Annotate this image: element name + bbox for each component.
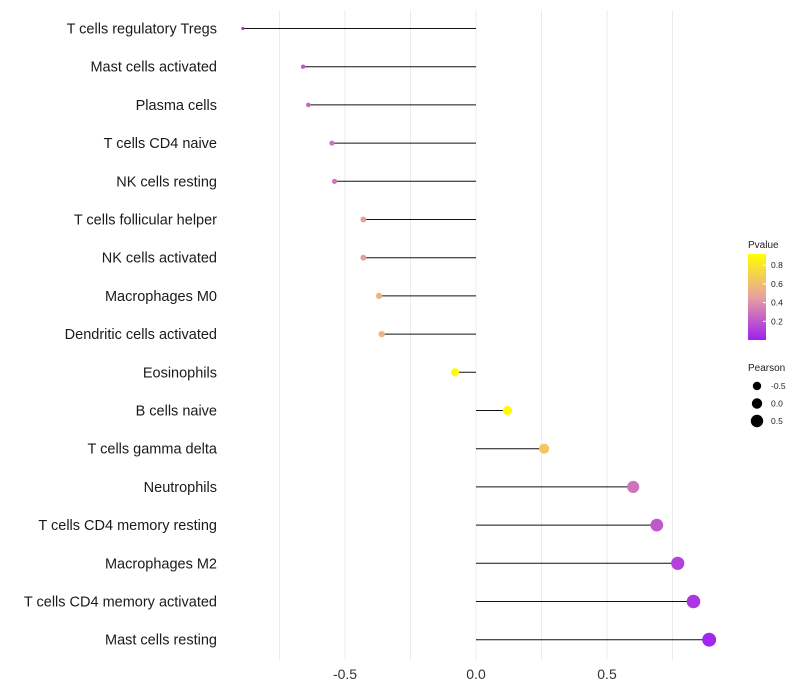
category-label: Eosinophils xyxy=(143,365,217,381)
x-tick-label: -0.5 xyxy=(333,666,357,682)
pvalue-legend-title: Pvalue xyxy=(748,240,779,251)
pvalue-legend: Pvalue 0.8 0.6 0.4 0.2 xyxy=(748,240,783,340)
category-label: Macrophages M0 xyxy=(105,289,217,305)
category-label: NK cells activated xyxy=(102,251,217,267)
lollipop-point xyxy=(329,140,335,146)
lollipop-point xyxy=(360,216,367,223)
lollipop-point xyxy=(686,594,701,609)
lollipop-point xyxy=(539,443,550,454)
pearson-legend-label: -0.5 xyxy=(771,381,786,391)
pvalue-legend-label: 0.8 xyxy=(771,260,783,270)
category-label: T cells follicular helper xyxy=(74,213,217,229)
pearson-legend-dot xyxy=(750,414,764,428)
category-label: Mast cells activated xyxy=(90,60,217,76)
lollipop-point xyxy=(702,632,717,647)
lollipop-point xyxy=(650,518,664,532)
category-label: Dendritic cells activated xyxy=(65,327,217,343)
pvalue-legend-label: 0.4 xyxy=(771,298,783,308)
pearson-legend-label: 0.0 xyxy=(771,399,783,409)
x-axis-tick-labels: -0.5 0.0 0.5 xyxy=(333,666,617,682)
category-label: T cells CD4 memory resting xyxy=(38,518,217,534)
lollipop-point xyxy=(331,178,338,184)
category-label: NK cells resting xyxy=(116,174,217,190)
pvalue-legend-label: 0.6 xyxy=(771,279,783,289)
lollipop-point xyxy=(451,368,460,377)
category-label: T cells regulatory Tregs xyxy=(67,22,217,38)
lollipop-point xyxy=(300,64,306,69)
category-label: Neutrophils xyxy=(144,480,217,496)
lollipop-points xyxy=(241,26,717,647)
pearson-legend-label: 0.5 xyxy=(771,416,783,426)
x-tick-label: 0.5 xyxy=(597,666,617,682)
category-label: T cells gamma delta xyxy=(88,442,218,458)
category-label: Macrophages M2 xyxy=(105,556,217,572)
lollipop-point xyxy=(375,292,383,300)
lollipop-point xyxy=(627,480,640,493)
pvalue-legend-label: 0.2 xyxy=(771,316,783,326)
category-label: Mast cells resting xyxy=(105,633,217,649)
pearson-legend: Pearson -0.5 0.0 0.5 xyxy=(748,363,786,428)
pvalue-colorbar xyxy=(748,254,766,340)
category-labels: T cells regulatory Tregs Mast cells activ… xyxy=(24,22,218,649)
lollipop-point xyxy=(306,102,311,108)
lollipop-point xyxy=(241,26,245,31)
category-label: Plasma cells xyxy=(136,98,217,114)
lollipop-point xyxy=(360,254,367,261)
lollipop-point xyxy=(671,556,685,570)
pearson-legend-dot xyxy=(751,398,763,409)
category-label: B cells naive xyxy=(136,404,217,420)
x-tick-label: 0.0 xyxy=(466,666,486,682)
pearson-legend-title: Pearson xyxy=(748,363,785,374)
category-label: T cells CD4 memory activated xyxy=(24,595,217,611)
lollipop-point xyxy=(378,330,385,338)
pearson-legend-dot xyxy=(752,381,762,391)
category-label: T cells CD4 naive xyxy=(104,136,217,152)
lollipop-stems xyxy=(242,28,710,641)
lollipop-point xyxy=(502,405,513,416)
grid-lines xyxy=(279,10,673,660)
